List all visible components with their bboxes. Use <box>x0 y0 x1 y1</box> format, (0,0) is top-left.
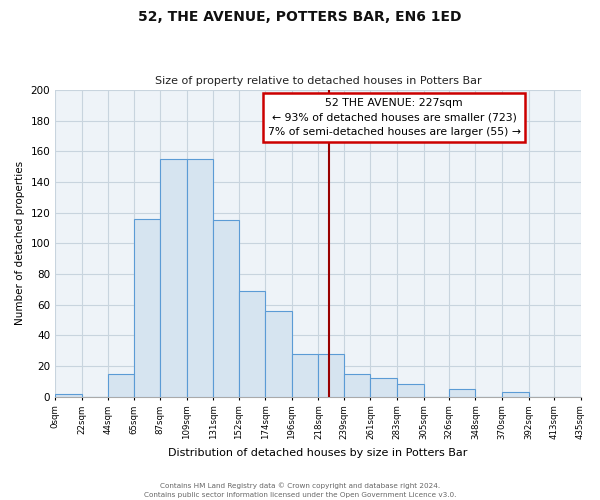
Bar <box>134 219 160 396</box>
Bar <box>502 392 529 396</box>
Bar <box>449 389 475 396</box>
Bar <box>214 220 239 396</box>
Bar <box>319 354 344 397</box>
Text: Contains public sector information licensed under the Open Government Licence v3: Contains public sector information licen… <box>144 492 456 498</box>
Y-axis label: Number of detached properties: Number of detached properties <box>15 162 25 326</box>
X-axis label: Distribution of detached houses by size in Potters Bar: Distribution of detached houses by size … <box>168 448 467 458</box>
Bar <box>109 374 134 396</box>
Text: Contains HM Land Registry data © Crown copyright and database right 2024.: Contains HM Land Registry data © Crown c… <box>160 482 440 489</box>
Bar <box>397 384 424 396</box>
Title: Size of property relative to detached houses in Potters Bar: Size of property relative to detached ho… <box>155 76 481 86</box>
Bar <box>239 291 265 397</box>
Bar <box>292 354 319 397</box>
Bar <box>344 374 370 396</box>
Bar <box>370 378 397 396</box>
Text: 52, THE AVENUE, POTTERS BAR, EN6 1ED: 52, THE AVENUE, POTTERS BAR, EN6 1ED <box>138 10 462 24</box>
Bar <box>265 311 292 396</box>
Bar <box>187 159 214 396</box>
Bar <box>55 394 82 396</box>
Bar <box>160 159 187 396</box>
Text: 52 THE AVENUE: 227sqm
← 93% of detached houses are smaller (723)
7% of semi-deta: 52 THE AVENUE: 227sqm ← 93% of detached … <box>268 98 521 138</box>
